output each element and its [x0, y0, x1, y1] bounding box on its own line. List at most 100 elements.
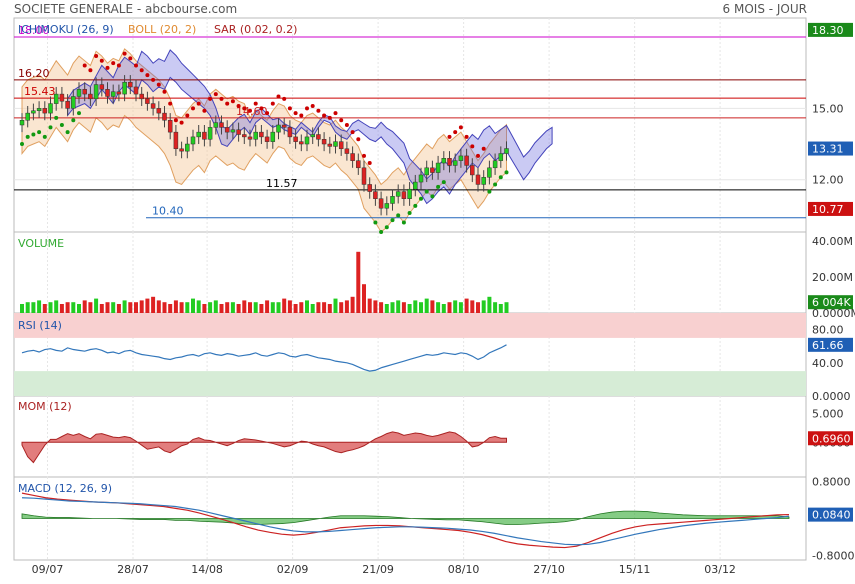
- x-tick-label: 21/09: [362, 563, 394, 576]
- volume-bar: [362, 284, 366, 313]
- candle-body: [213, 122, 219, 128]
- price-value-tag-bg: [808, 201, 853, 216]
- volume-bar: [37, 300, 42, 313]
- candle-body: [179, 148, 184, 152]
- candle-body: [338, 141, 344, 150]
- candle-body: [299, 141, 304, 145]
- y-tick-label: 0.0000M: [812, 307, 855, 320]
- legend-entry: ICHIMOKU (26, 9): [18, 23, 114, 36]
- sar-dot: [77, 111, 81, 116]
- sar-dot: [401, 220, 406, 225]
- candle-body: [304, 136, 310, 145]
- rsi-legend: RSI (14): [18, 319, 62, 332]
- candle-body: [316, 134, 321, 140]
- sar-dot: [65, 130, 70, 135]
- y-tick-label: 20.00M: [812, 271, 853, 284]
- sar-dot: [71, 118, 76, 123]
- sar-dot: [270, 101, 275, 106]
- volume-bar: [196, 300, 201, 313]
- volume-bar: [94, 298, 99, 313]
- candle-body: [93, 84, 99, 100]
- price-value-tag: 18.30: [808, 22, 853, 37]
- candle-body: [253, 131, 258, 140]
- candle-body: [435, 162, 441, 173]
- level-label: 15.43: [24, 85, 56, 98]
- chart-title: SOCIETE GENERALE - abcbourse.com: [14, 2, 238, 16]
- volume-bar: [476, 302, 480, 313]
- candle-body: [470, 165, 475, 176]
- sar-dot: [88, 68, 93, 73]
- sar-dot: [310, 103, 315, 108]
- sar-dot: [487, 189, 492, 194]
- sar-dot: [362, 153, 366, 158]
- y-tick-label: 0.8000: [812, 476, 851, 489]
- volume-bar: [162, 302, 167, 313]
- candle-body: [418, 174, 424, 183]
- volume-bar: [305, 300, 309, 313]
- macd-histogram: [21, 510, 790, 525]
- y-tick-label: 12.00: [812, 174, 844, 187]
- volume-bar: [464, 298, 469, 313]
- volume-bar: [42, 304, 47, 313]
- sar-dot: [305, 106, 309, 111]
- volume-bar: [424, 298, 429, 313]
- y-tick-label: 5.000: [812, 407, 844, 420]
- candle-body: [110, 91, 116, 97]
- volume-bar: [481, 300, 486, 313]
- volume-bar: [54, 300, 59, 313]
- sar-dot: [168, 101, 173, 106]
- volume-bar: [259, 304, 264, 313]
- candle-body: [492, 160, 498, 169]
- candle-body: [259, 131, 264, 138]
- candle-body: [447, 158, 452, 166]
- candle-body: [65, 100, 70, 109]
- candle-body: [145, 98, 150, 104]
- x-tick-label: 03/12: [704, 563, 736, 576]
- volume-bar: [139, 300, 144, 313]
- volume-legend: VOLUME: [18, 237, 64, 250]
- volume-bar: [242, 300, 247, 313]
- candle-body: [59, 93, 65, 102]
- candle-body: [321, 139, 327, 145]
- price-value-tag: 13.31: [808, 141, 853, 156]
- candle-body: [424, 167, 429, 176]
- volume-bar: [322, 302, 327, 313]
- sar-dot: [248, 108, 252, 113]
- candle-body: [76, 89, 82, 97]
- volume-bar: [236, 304, 241, 313]
- candle-body: [356, 160, 361, 169]
- candle-body: [481, 177, 486, 185]
- volume-bar: [436, 302, 441, 313]
- sar-dot: [436, 184, 441, 189]
- volume-bar: [487, 296, 492, 313]
- volume-bar: [293, 304, 298, 313]
- sar-dot: [379, 230, 384, 234]
- candle-body: [464, 155, 469, 166]
- sar-dot: [191, 106, 195, 111]
- sar-dot: [333, 111, 338, 116]
- candle-body: [458, 155, 464, 161]
- volume-bar: [276, 302, 281, 313]
- volume-bar: [419, 302, 423, 313]
- sar-dot: [316, 108, 321, 113]
- rsi-overbought-zone: [14, 313, 806, 338]
- sar-dot: [196, 101, 201, 106]
- candle-body: [407, 188, 412, 199]
- y-tick-label: 0.0000: [812, 390, 851, 403]
- y-tick-label: 40.00: [812, 357, 844, 370]
- x-tick-label: 02/09: [277, 563, 309, 576]
- sar-dot: [94, 54, 99, 59]
- volume-bar: [185, 302, 190, 313]
- sar-dot: [116, 63, 121, 68]
- volume-bar: [82, 300, 87, 313]
- sar-dot: [265, 111, 270, 116]
- sar-dot: [464, 134, 469, 139]
- candle-body: [242, 134, 247, 138]
- volume-bar: [111, 302, 116, 313]
- level-label: 10.40: [152, 205, 184, 218]
- rsi-line: [21, 344, 507, 372]
- candle-body: [281, 124, 287, 128]
- candle-body: [401, 191, 407, 199]
- candle-body: [395, 191, 401, 197]
